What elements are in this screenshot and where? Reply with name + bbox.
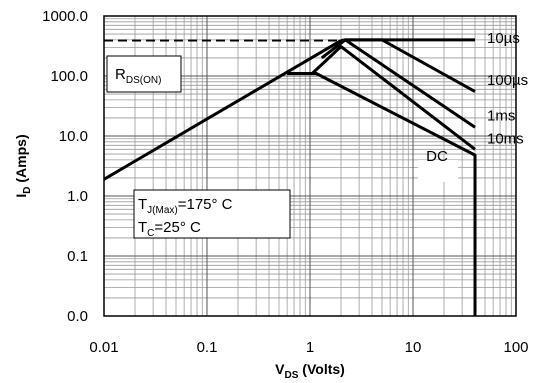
rds-on-limit-line bbox=[103, 39, 342, 181]
y-axis-title: ID (Amps) bbox=[13, 134, 33, 197]
series-label: 10µs bbox=[487, 30, 520, 47]
tj-max-label: TJ(Max)=175° C bbox=[138, 196, 233, 216]
x-tick-label: 1 bbox=[306, 339, 314, 356]
series-lines bbox=[287, 38, 477, 316]
series-line-10ms bbox=[311, 45, 476, 151]
y-tick-label: 0.0 bbox=[67, 308, 88, 325]
rds-annotation-box bbox=[106, 55, 182, 93]
tc-label: TC=25° C bbox=[138, 219, 201, 239]
series-label: 10ms bbox=[487, 131, 524, 148]
plot-frame bbox=[103, 15, 517, 317]
series-label: 1ms bbox=[487, 107, 515, 124]
x-axis-title: VDS (Volts) bbox=[275, 361, 345, 381]
series-labels: 10µs 100µs 1ms 10ms DC bbox=[426, 30, 528, 165]
series-line-1ms bbox=[320, 38, 476, 129]
rds-on-label: RDS(ON) bbox=[115, 66, 161, 86]
y-tick-label: 1.0 bbox=[67, 188, 88, 205]
x-tick-label: 0.01 bbox=[89, 339, 118, 356]
y-tick-label: 0.1 bbox=[67, 248, 88, 265]
x-tick-label: 10 bbox=[405, 339, 422, 356]
limit-lines bbox=[103, 39, 342, 181]
y-tick-label: 1000.0 bbox=[42, 8, 88, 25]
dc-label-box bbox=[418, 160, 458, 182]
series-line-DC bbox=[287, 72, 477, 316]
x-tick-label: 100 bbox=[503, 339, 528, 356]
series-label: DC bbox=[426, 148, 448, 165]
x-tick-label: 0.1 bbox=[197, 339, 218, 356]
annotation-boxes bbox=[106, 55, 458, 239]
series-line-100s bbox=[345, 38, 476, 93]
y-tick-label: 10.0 bbox=[59, 128, 88, 145]
series-label: 100µs bbox=[487, 72, 528, 89]
y-tick-label: 100.0 bbox=[50, 68, 88, 85]
temperature-annotation-box bbox=[133, 189, 291, 239]
